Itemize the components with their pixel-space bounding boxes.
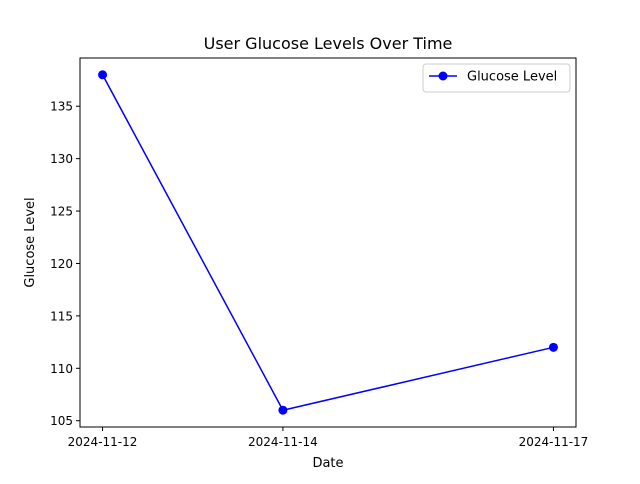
chart-title: User Glucose Levels Over Time	[204, 34, 453, 53]
x-tick-label: 2024-11-14	[248, 435, 318, 449]
y-tick-label: 130	[50, 152, 73, 166]
x-axis-label: Date	[312, 456, 343, 471]
y-tick-label: 120	[50, 257, 73, 271]
x-tick-label: 2024-11-17	[519, 435, 589, 449]
legend-box	[422, 63, 571, 93]
x-axis: 2024-11-12 2024-11-14 2024-11-17	[68, 427, 589, 449]
legend: Glucose Level	[422, 63, 571, 93]
x-tick-label: 2024-11-12	[68, 435, 138, 449]
plot-frame	[79, 57, 577, 428]
y-tick-label: 135	[50, 100, 73, 114]
legend-marker-swatch	[438, 71, 448, 81]
y-tick-label: 110	[50, 362, 73, 376]
data-point-1	[278, 405, 288, 415]
data-point-0	[98, 70, 108, 80]
y-tick-label: 115	[50, 309, 73, 323]
legend-label: Glucose Level	[467, 70, 557, 85]
y-axis-label: Glucose Level	[23, 197, 38, 287]
plot-area	[98, 70, 558, 415]
y-tick-label: 105	[50, 414, 73, 428]
data-point-2	[548, 342, 558, 352]
y-axis: 105 110 115 120 125 130 135	[50, 100, 80, 428]
y-tick-label: 125	[50, 205, 73, 219]
